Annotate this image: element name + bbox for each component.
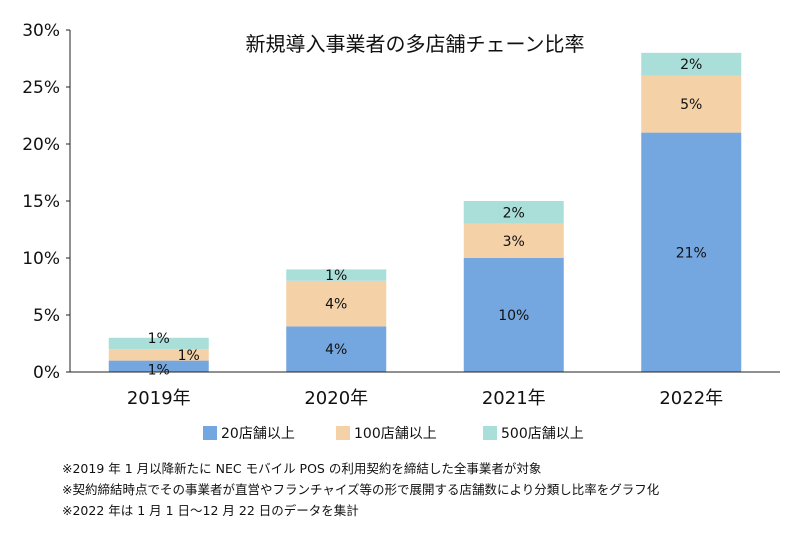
bar-data-label: 5%: [680, 97, 702, 113]
bar-segment: [641, 132, 742, 372]
footnote-3: ※2022 年は 1 月 1 日～12 月 22 日のデータを集計: [62, 503, 359, 518]
x-tick-label: 2022年: [659, 388, 723, 409]
footnote-2: ※契約締結時点でその事業者が直営やフランチャイズ等の形で展開する店舗数により分類…: [62, 482, 660, 497]
footnotes: ※2019 年 1 月以降新たに NEC モバイル POS の利用契約を締結した…: [62, 458, 659, 521]
y-tick-label: 5%: [33, 306, 60, 326]
bar-segment: [108, 360, 209, 372]
bar-data-label: 10%: [498, 308, 529, 324]
bar-data-label: 21%: [676, 245, 707, 261]
bar-data-label: 1%: [148, 362, 170, 378]
bar-data-label: 1%: [325, 268, 347, 284]
bar-segment: [108, 349, 209, 361]
legend-label: 100店舗以上: [354, 426, 437, 442]
bar-segment: [108, 337, 209, 350]
x-axis: 2019年 2020年 2021年 2022年: [70, 371, 780, 409]
y-tick-label: 15%: [22, 192, 60, 212]
bar-segment: [463, 258, 564, 372]
legend-swatch: [336, 426, 350, 440]
legend-label: 500店舗以上: [501, 426, 584, 442]
chart-title: 新規導入事業者の多店舗チェーン比率: [246, 32, 585, 56]
bar-segment: [286, 326, 387, 372]
y-tick-label: 25%: [22, 78, 60, 98]
legend-swatch: [203, 426, 217, 440]
bar-segment: [463, 223, 564, 258]
bar-data-label: 3%: [503, 234, 525, 250]
bar-segment: [286, 280, 387, 327]
y-tick-label: 30%: [22, 21, 60, 41]
y-tick-label: 10%: [22, 249, 60, 269]
x-tick-label: 2020年: [304, 388, 368, 409]
bars: 1% 1% 1% 4% 4% 1% 10% 3% 2% 21% 5% 2%: [108, 52, 742, 378]
x-tick-label: 2019年: [127, 388, 191, 409]
bar-data-label: 2%: [680, 57, 702, 73]
bar-segment: [463, 201, 564, 224]
bar-data-label: 1%: [178, 348, 200, 364]
y-axis: 0% 5% 10% 15% 20% 25% 30%: [22, 21, 71, 383]
bar-data-label: 4%: [325, 342, 347, 358]
legend-label: 20店舗以上: [221, 426, 295, 442]
x-tick-label: 2021年: [482, 388, 546, 409]
bar-data-label: 2%: [503, 205, 525, 221]
bar-segment: [286, 269, 387, 281]
y-tick-label: 20%: [22, 135, 60, 155]
legend-swatch: [483, 426, 497, 440]
bar-segment: [641, 52, 742, 76]
footnote-1: ※2019 年 1 月以降新たに NEC モバイル POS の利用契約を締結した…: [62, 461, 542, 476]
bar-data-label: 4%: [325, 297, 347, 313]
legend: 20店舗以上 100店舗以上 500店舗以上: [203, 426, 584, 442]
bar-data-label: 1%: [148, 331, 170, 347]
bar-segment: [641, 75, 742, 133]
y-tick-label: 0%: [33, 363, 60, 383]
